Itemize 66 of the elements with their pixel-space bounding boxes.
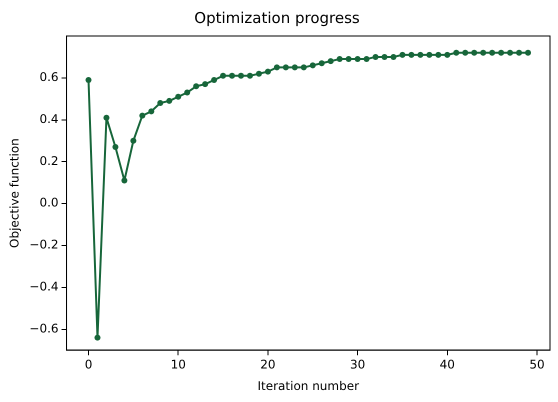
x-tick-label: 0 [84, 358, 92, 372]
point [382, 54, 388, 60]
point [417, 52, 424, 58]
x-tick-label: 10 [170, 358, 186, 372]
point [103, 114, 110, 121]
point [318, 60, 325, 66]
point [525, 50, 532, 56]
point [130, 138, 136, 144]
point [399, 52, 406, 58]
x-tick-label: 40 [440, 358, 455, 372]
point [346, 56, 352, 62]
y-tick-label: 0.0 [39, 196, 59, 210]
y-tick-label: 0.2 [39, 154, 59, 168]
point [148, 108, 154, 114]
point [390, 54, 396, 60]
point [220, 72, 226, 79]
point [480, 50, 486, 56]
point [282, 64, 289, 70]
point [489, 50, 496, 56]
point [139, 112, 146, 119]
x-tick-label: 20 [260, 358, 276, 372]
point [166, 98, 172, 104]
point [86, 76, 92, 83]
x-axis-title: Iteration number [257, 378, 360, 393]
point [507, 50, 514, 56]
point [364, 56, 370, 62]
y-tick-label: 0.6 [39, 70, 59, 84]
point [462, 50, 468, 56]
point [184, 90, 190, 96]
point [256, 70, 262, 77]
point [121, 178, 128, 184]
point [175, 94, 182, 100]
point [471, 50, 478, 56]
point [516, 50, 522, 56]
point [498, 50, 504, 56]
point [354, 56, 361, 62]
point [292, 64, 298, 70]
y-tick-label: −0.2 [29, 238, 59, 252]
y-tick-label: −0.4 [29, 279, 59, 294]
chart-title: Optimization progress [194, 8, 360, 27]
point [426, 52, 432, 58]
point [328, 58, 334, 64]
point [193, 83, 200, 90]
point [444, 52, 450, 58]
point [310, 62, 316, 68]
point [435, 52, 442, 58]
point [238, 72, 244, 79]
point [264, 68, 271, 75]
point [157, 100, 164, 106]
y-tick-label: −0.6 [29, 321, 59, 336]
point [408, 52, 414, 58]
y-tick-label: 0.4 [39, 112, 59, 126]
point [300, 64, 307, 70]
point [274, 64, 280, 70]
point [94, 334, 100, 341]
point [229, 72, 236, 79]
x-tick-label: 30 [350, 358, 366, 372]
point [211, 76, 218, 83]
point [336, 56, 343, 62]
point [112, 144, 118, 150]
point [453, 50, 460, 56]
x-tick-label: 50 [529, 358, 545, 372]
y-axis-title: Objective function [7, 138, 22, 248]
point [202, 81, 208, 88]
point [372, 54, 379, 60]
point [246, 72, 253, 79]
